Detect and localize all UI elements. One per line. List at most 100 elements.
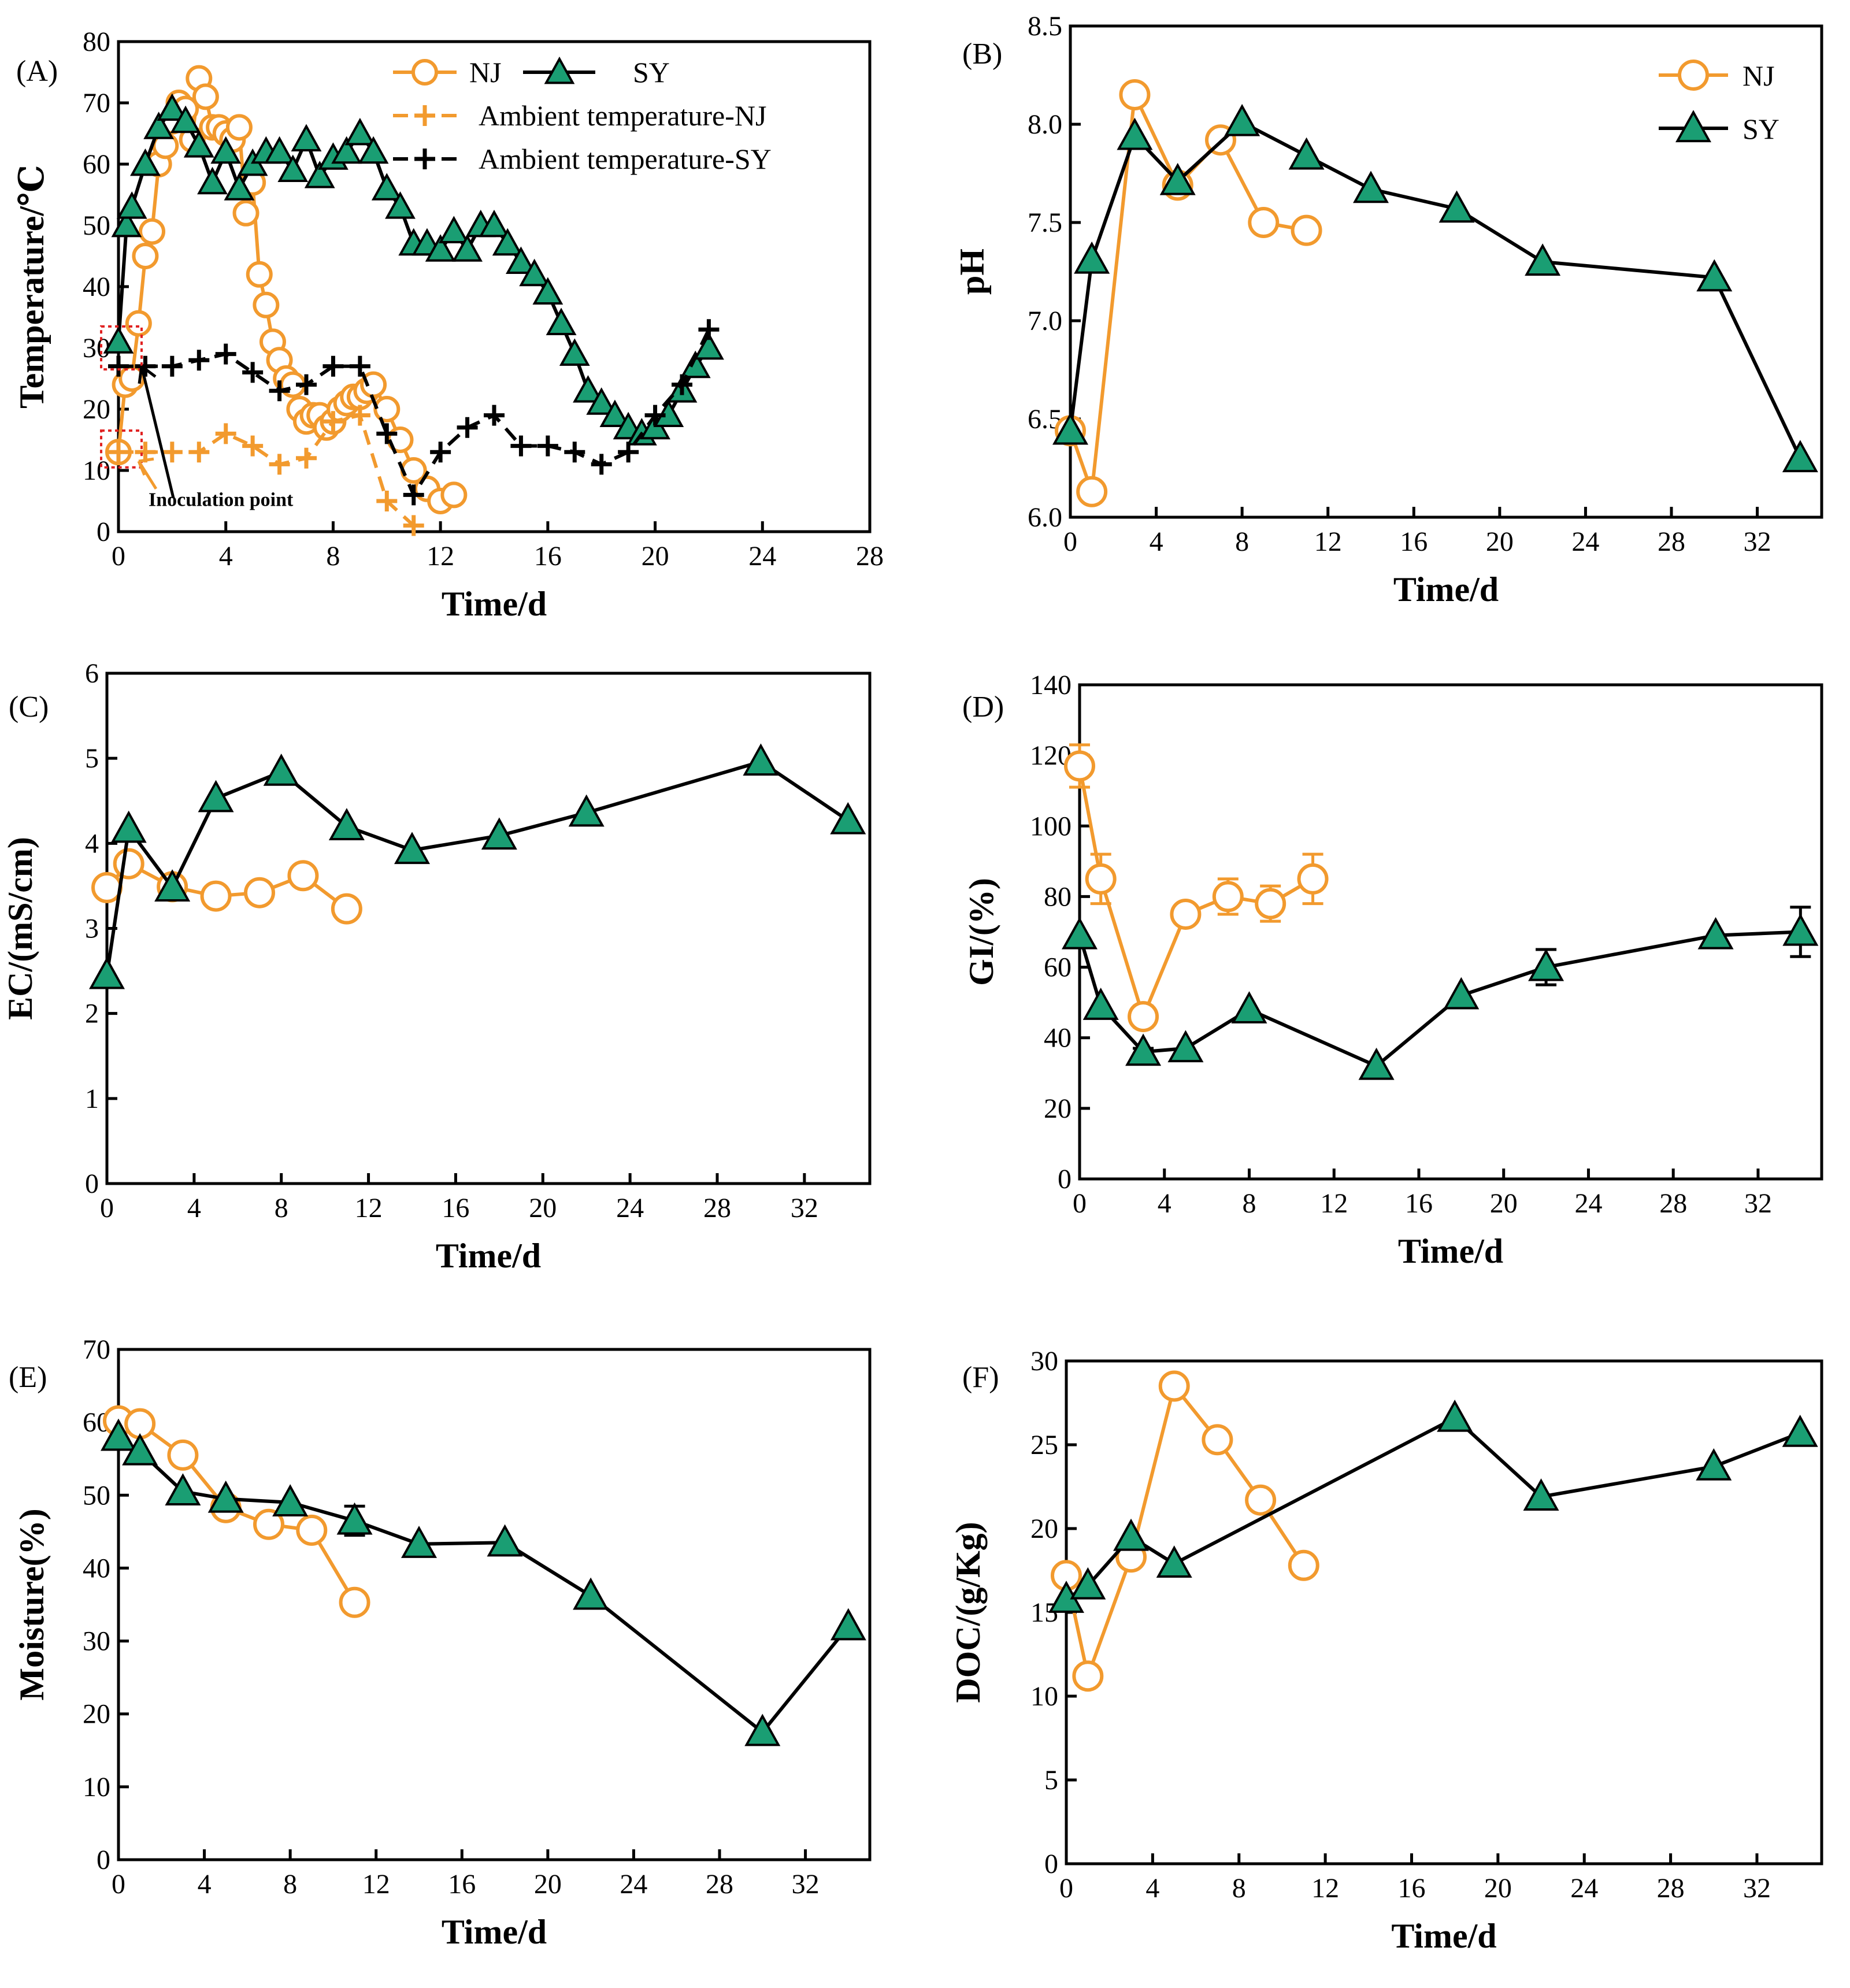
data-point xyxy=(331,893,362,925)
data-point xyxy=(744,1713,781,1746)
data-point xyxy=(210,136,242,164)
data-point xyxy=(544,56,575,84)
panel-label: (D) xyxy=(962,691,1004,724)
y-tick-label: 80 xyxy=(1044,881,1072,912)
data-point xyxy=(108,355,129,377)
series-line xyxy=(1065,1384,1306,1678)
data-point xyxy=(414,149,435,169)
data-point xyxy=(322,411,344,432)
x-tick-label: 4 xyxy=(219,541,233,572)
data-point xyxy=(1170,898,1202,930)
data-point xyxy=(1074,241,1110,274)
x-tick-label: 24 xyxy=(1571,526,1599,557)
data-point xyxy=(349,355,370,377)
y-tick-label: 100 xyxy=(1030,811,1072,841)
data-point xyxy=(339,1586,370,1618)
y-tick-label: 10 xyxy=(1030,1681,1058,1712)
arrow-head xyxy=(137,457,154,476)
x-tick-label: 24 xyxy=(1570,1873,1598,1904)
legend-label-ambient-nj: Ambient temperature-NJ xyxy=(479,99,766,132)
y-tick-label: 80 xyxy=(83,27,110,57)
y-tick-label: 8.0 xyxy=(1028,109,1062,140)
x-tick-label: 8 xyxy=(283,1869,297,1900)
x-tick-label: 16 xyxy=(1400,526,1428,557)
data-point xyxy=(672,374,692,395)
data-point xyxy=(1076,476,1108,507)
legend: NJ SY Ambient temperature-NJ Ambient temper… xyxy=(393,56,772,175)
data-point xyxy=(1224,103,1260,136)
legend-label-ambient-sy: Ambient temperature-SY xyxy=(479,143,772,175)
y-tick-label: 6 xyxy=(85,658,99,689)
data-point xyxy=(328,808,365,840)
x-tick-label: 28 xyxy=(1658,526,1685,557)
data-point xyxy=(1439,190,1475,223)
data-point xyxy=(198,780,234,813)
legend-label-sy: SY xyxy=(633,56,670,88)
legend-label-nj: NJ xyxy=(469,56,502,88)
data-point xyxy=(698,319,720,340)
data-point xyxy=(89,956,125,989)
data-point xyxy=(224,173,255,201)
y-axis-label: pH xyxy=(953,248,991,295)
x-tick-label: 12 xyxy=(355,1193,383,1223)
data-point xyxy=(481,817,517,850)
x-tick-label: 20 xyxy=(1486,526,1514,557)
data-point xyxy=(564,442,585,463)
inoculation-arrow xyxy=(140,366,175,499)
y-tick-label: 0 xyxy=(85,1169,99,1199)
data-point xyxy=(403,484,424,506)
x-axis-label: Time/d xyxy=(1398,1232,1503,1270)
data-point xyxy=(197,166,228,195)
data-point xyxy=(559,338,590,366)
data-point xyxy=(1128,1001,1159,1033)
y-tick-label: 60 xyxy=(1044,952,1072,983)
x-tick-label: 12 xyxy=(427,541,454,572)
data-point xyxy=(1782,440,1818,473)
data-point xyxy=(263,753,299,786)
data-point xyxy=(573,375,603,403)
data-point xyxy=(161,442,183,463)
data-point xyxy=(1064,750,1095,782)
data-point xyxy=(253,291,280,318)
data-point xyxy=(253,1508,284,1540)
data-point xyxy=(143,112,175,139)
y-tick-label: 30 xyxy=(1030,1346,1058,1377)
y-tick-label: 0 xyxy=(97,517,110,547)
data-point xyxy=(440,481,468,509)
x-axis-label: Time/d xyxy=(1391,1917,1496,1955)
y-tick-label: 7.0 xyxy=(1028,306,1062,336)
data-point xyxy=(1696,1448,1732,1481)
y-tick-label: 10 xyxy=(83,1772,110,1802)
data-point xyxy=(1782,1414,1818,1447)
data-point xyxy=(371,173,402,201)
data-point xyxy=(1156,1545,1192,1578)
data-point xyxy=(154,869,191,902)
data-point xyxy=(232,199,259,227)
data-point xyxy=(438,216,469,243)
data-point xyxy=(304,161,335,188)
data-point xyxy=(165,1473,201,1506)
y-tick-label: 2 xyxy=(85,999,99,1029)
x-tick-label: 20 xyxy=(529,1193,557,1223)
panel-label: (B) xyxy=(962,38,1002,71)
series-line xyxy=(1078,930,1801,1068)
y-tick-label: 10 xyxy=(83,455,110,486)
data-point xyxy=(1678,60,1709,91)
data-point xyxy=(200,880,232,912)
data-point xyxy=(132,243,159,269)
data-point xyxy=(113,848,144,880)
data-point xyxy=(296,447,317,469)
data-point xyxy=(1085,863,1117,895)
data-point xyxy=(394,832,430,865)
data-point xyxy=(644,405,666,426)
y-tick-label: 50 xyxy=(83,1480,110,1511)
data-point xyxy=(1288,137,1325,170)
data-point xyxy=(188,350,210,371)
plot-frame xyxy=(105,672,872,1185)
series-sy xyxy=(1062,906,1819,1080)
panel-d: 0 4 8 12 16 20 24 28 32020406080100120140Time/dG… xyxy=(962,670,1823,1270)
data-point xyxy=(830,1608,866,1641)
x-tick-label: 32 xyxy=(1743,1873,1771,1904)
x-tick-label: 20 xyxy=(534,1869,562,1900)
y-tick-label: 20 xyxy=(1030,1514,1058,1544)
